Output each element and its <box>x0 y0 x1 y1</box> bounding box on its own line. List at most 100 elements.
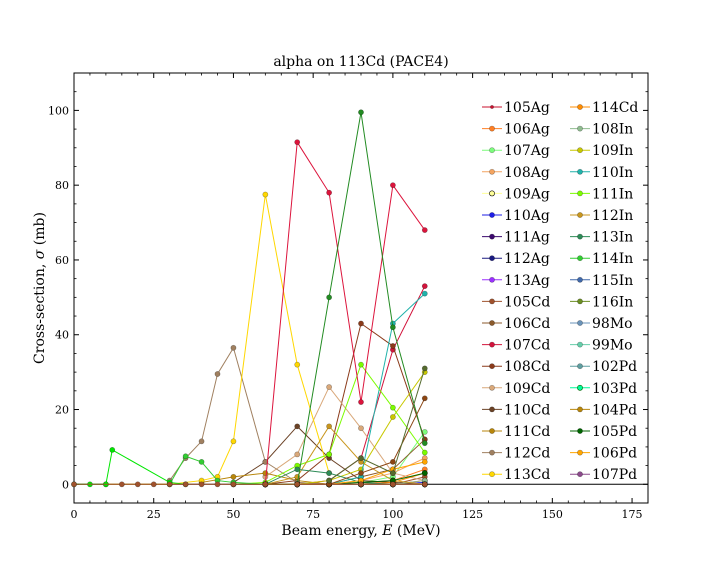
legend-entry: 107Ag <box>482 143 550 159</box>
legend-marker <box>577 449 583 456</box>
legend-entry: 110Cd <box>482 402 550 418</box>
legend-marker <box>577 341 583 348</box>
series-unnamed-40 <box>326 395 428 488</box>
x-tick-label: 100 <box>382 508 403 521</box>
series-line <box>265 386 425 482</box>
x-tick-label: 50 <box>226 508 240 521</box>
legend-entry: 113Ag <box>482 273 550 289</box>
legend-entry: 111In <box>570 186 633 202</box>
data-point <box>230 473 237 480</box>
data-point <box>326 423 333 430</box>
legend: 105Ag 106Ag 107Ag 108Ag 109Ag 110Ag 111Ag 112Ag… <box>482 100 638 483</box>
data-point <box>71 481 77 488</box>
data-point <box>421 449 428 456</box>
legend-marker <box>489 384 495 391</box>
x-axis-ticks: 0 25 50 75 100 125 150 175 <box>71 73 643 521</box>
y-axis-ticks: 0 20 40 60 80 100 <box>48 91 648 491</box>
data-point <box>358 399 364 405</box>
legend-entry: 107Cd <box>482 338 550 354</box>
legend-label: 107Cd <box>504 338 550 354</box>
legend-entry: 105Pd <box>570 424 637 440</box>
x-tick-label: 25 <box>147 508 161 521</box>
series-line <box>328 368 426 481</box>
legend-marker <box>489 233 495 240</box>
y-tick-label: 0 <box>62 478 69 491</box>
legend-marker <box>489 341 495 348</box>
y-tick-label: 40 <box>55 329 69 342</box>
legend-entry: 115In <box>570 273 633 289</box>
data-point <box>294 423 301 430</box>
legend-entry: 105Cd <box>482 294 550 310</box>
data-point <box>262 458 269 465</box>
y-tick-label: 100 <box>48 104 69 117</box>
legend-entry: 98Mo <box>570 316 633 332</box>
legend-marker <box>489 276 495 283</box>
y-axis-label-unit: (mb) <box>32 212 48 250</box>
legend-entry: 109Cd <box>482 381 550 397</box>
legend-label: 109In <box>592 143 633 159</box>
legend-marker <box>577 190 583 197</box>
data-point <box>294 361 301 368</box>
data-point <box>326 384 333 390</box>
legend-entry: 104Pd <box>570 402 637 418</box>
series-line <box>328 398 426 485</box>
legend-label: 105Pd <box>592 424 637 440</box>
legend-label: 113Ag <box>504 273 550 289</box>
legend-label: 103Pd <box>592 381 637 397</box>
data-point <box>182 481 189 488</box>
legend-marker <box>577 125 583 132</box>
data-point <box>166 481 173 488</box>
x-tick-label: 75 <box>306 508 320 521</box>
data-point <box>358 470 364 476</box>
x-tick-label: 150 <box>542 508 563 521</box>
y-tick-label: 20 <box>55 404 69 417</box>
legend-label: 99Mo <box>592 338 633 354</box>
data-point <box>182 453 189 460</box>
legend-marker <box>577 384 583 391</box>
legend-marker <box>577 320 583 326</box>
legend-entry: 102Pd <box>570 359 637 375</box>
data-point <box>262 481 269 488</box>
data-point <box>389 481 396 488</box>
legend-marker <box>489 147 495 154</box>
data-point <box>118 481 125 488</box>
legend-label: 107Pd <box>592 467 637 483</box>
data-point <box>230 481 237 488</box>
legend-marker <box>489 406 495 413</box>
legend-marker <box>577 147 583 154</box>
legend-label: 106Pd <box>592 446 637 462</box>
series-line <box>105 194 330 485</box>
legend-label: 114In <box>592 251 633 267</box>
y-axis-label-text: Cross-section, <box>32 259 48 364</box>
series-layer <box>71 109 428 488</box>
legend-label: 108Cd <box>504 359 550 375</box>
legend-entry: 109In <box>570 143 633 159</box>
legend-marker <box>577 428 583 434</box>
legend-label: 112In <box>592 208 633 224</box>
data-point <box>326 294 333 301</box>
legend-entry: 107Pd <box>570 467 637 483</box>
legend-label: 114Cd <box>592 100 638 116</box>
legend-marker <box>489 168 495 175</box>
legend-label: 109Cd <box>504 381 550 397</box>
x-tick-label: 125 <box>462 508 483 521</box>
legend-entry: 99Mo <box>570 338 633 354</box>
data-point <box>358 320 364 327</box>
legend-marker <box>489 212 495 218</box>
legend-entry: 106Ag <box>482 122 550 138</box>
data-point <box>421 481 428 488</box>
x-axis-label: Beam energy, E (MeV) <box>281 523 440 539</box>
chart-title: alpha on 113Cd (PACE4) <box>273 54 448 70</box>
legend-label: 104Pd <box>592 402 637 418</box>
legend-label: 110In <box>592 165 633 181</box>
legend-marker <box>489 125 495 132</box>
series-line <box>169 346 330 485</box>
legend-entry: 112Ag <box>482 251 550 267</box>
legend-label: 106Cd <box>504 316 550 332</box>
legend-label: 105Cd <box>504 294 550 310</box>
data-point <box>389 458 396 465</box>
legend-entry: 111Ag <box>482 230 550 246</box>
legend-entry: 110In <box>570 165 633 181</box>
data-point <box>214 481 221 488</box>
